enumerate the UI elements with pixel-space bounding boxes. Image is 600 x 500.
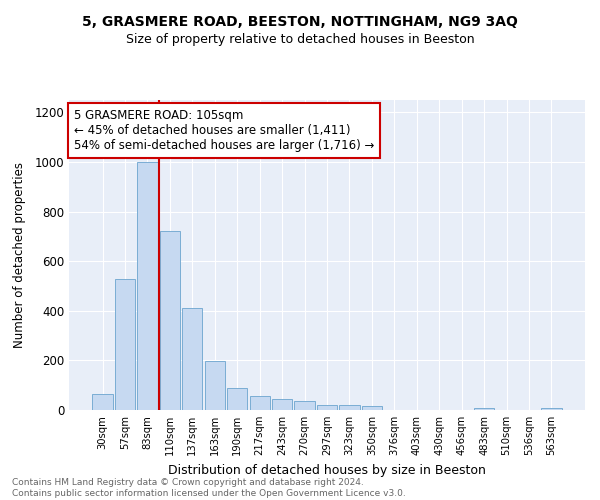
Bar xyxy=(295,402,314,410)
Bar xyxy=(160,232,180,410)
Text: 5 GRASMERE ROAD: 105sqm
← 45% of detached houses are smaller (1,411)
54% of semi: 5 GRASMERE ROAD: 105sqm ← 45% of detache… xyxy=(74,110,374,152)
Bar xyxy=(182,308,202,410)
Bar xyxy=(340,405,359,410)
Bar xyxy=(137,162,158,410)
Bar xyxy=(227,388,247,410)
Text: Size of property relative to detached houses in Beeston: Size of property relative to detached ho… xyxy=(125,32,475,46)
Text: Contains HM Land Registry data © Crown copyright and database right 2024.
Contai: Contains HM Land Registry data © Crown c… xyxy=(12,478,406,498)
Y-axis label: Number of detached properties: Number of detached properties xyxy=(13,162,26,348)
Bar xyxy=(250,396,270,410)
Bar xyxy=(205,361,225,410)
Bar xyxy=(115,278,135,410)
Text: 5, GRASMERE ROAD, BEESTON, NOTTINGHAM, NG9 3AQ: 5, GRASMERE ROAD, BEESTON, NOTTINGHAM, N… xyxy=(82,15,518,29)
Bar xyxy=(474,408,494,410)
Bar xyxy=(317,405,337,410)
Bar xyxy=(541,408,562,410)
X-axis label: Distribution of detached houses by size in Beeston: Distribution of detached houses by size … xyxy=(168,464,486,476)
Bar xyxy=(272,400,292,410)
Bar xyxy=(362,406,382,410)
Bar xyxy=(92,394,113,410)
